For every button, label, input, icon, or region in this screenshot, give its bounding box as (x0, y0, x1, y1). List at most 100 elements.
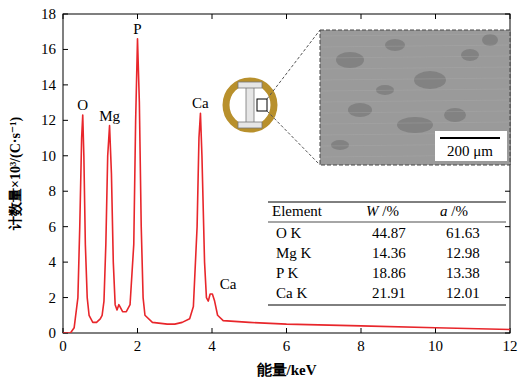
table-cell: 18.86 (372, 265, 406, 281)
x-tick-label: 4 (208, 338, 216, 354)
sample-ring (226, 81, 274, 129)
y-tick (63, 297, 68, 298)
y-tick (63, 191, 68, 192)
x-tick-top (286, 14, 287, 19)
y-tick-right (505, 226, 510, 227)
sem-texture (348, 103, 372, 117)
y-tick-right (505, 262, 510, 263)
table-rule (268, 305, 506, 306)
sample-spot (257, 99, 267, 111)
y-tick-label: 16 (41, 41, 57, 57)
table-cell: Ca K (276, 285, 307, 301)
y-tick-right (505, 14, 510, 15)
x-tick-label: 8 (357, 338, 365, 354)
peak-label: O (77, 97, 88, 113)
sem-texture (320, 78, 510, 80)
table-cell: 21.91 (372, 285, 406, 301)
sem-texture (320, 89, 510, 91)
y-tick-right (505, 297, 510, 298)
scale-bar (440, 137, 500, 139)
table-cell: 13.38 (446, 265, 480, 281)
sample-beam (246, 83, 254, 127)
x-tick-label: 12 (503, 338, 518, 354)
y-tick-label: 0 (49, 325, 57, 341)
sem-frame (320, 30, 510, 165)
y-tick (63, 84, 68, 85)
table-cell: 12.01 (446, 285, 480, 301)
x-axis-label: 能量/keV (257, 362, 317, 378)
peak-label: Ca (220, 276, 237, 292)
y-tick-label: 4 (49, 254, 57, 270)
x-tick-top (361, 14, 362, 19)
table-rule (268, 222, 506, 223)
sem-texture (320, 122, 510, 124)
sem-texture (336, 52, 364, 68)
table-header: a /% (440, 203, 468, 219)
sample-flange (238, 82, 262, 88)
table-cell: 12.98 (446, 245, 480, 261)
y-tick (63, 120, 68, 121)
y-tick (63, 262, 68, 263)
y-tick (63, 49, 68, 50)
x-tick-label: 10 (428, 338, 443, 354)
y-tick-label: 2 (49, 290, 57, 306)
y-tick (63, 226, 68, 227)
y-tick-label: 6 (49, 219, 57, 235)
sem-texture (320, 111, 510, 113)
table-cell: O K (276, 225, 302, 241)
x-tick-top (137, 14, 138, 19)
x-tick-label: 0 (59, 338, 67, 354)
sem-texture (444, 108, 466, 122)
sem-texture (320, 45, 510, 47)
table-header: W /% (366, 203, 399, 219)
table-cell: Mg K (276, 245, 312, 261)
x-tick-top (435, 14, 436, 19)
peak-label: Mg (99, 108, 120, 124)
x-tick-label: 6 (283, 338, 291, 354)
plot-frame (63, 14, 510, 333)
y-tick-label: 12 (41, 112, 56, 128)
y-tick-label: 8 (49, 183, 57, 199)
x-tick (286, 328, 287, 333)
table-cell: 61.63 (446, 225, 480, 241)
sem-texture (320, 100, 510, 102)
sem-texture (482, 34, 498, 46)
sem-texture (385, 39, 405, 51)
x-tick-top (212, 14, 213, 19)
sem-texture (414, 71, 446, 89)
x-tick (137, 328, 138, 333)
x-tick-top (63, 14, 64, 19)
table-header: Element (272, 203, 323, 219)
y-tick-label: 10 (41, 148, 56, 164)
table-cell: 14.36 (372, 245, 406, 261)
zoom-line (267, 111, 320, 165)
spectrum-line (63, 39, 510, 333)
x-tick (361, 328, 362, 333)
chart: 024681012024681012141618能量/keV计数量×10³/(C… (0, 0, 520, 385)
table-cell: 44.87 (372, 225, 406, 241)
sem-texture (461, 49, 479, 61)
y-tick (63, 14, 68, 15)
x-tick (435, 328, 436, 333)
peak-label: P (133, 21, 141, 37)
sem-image (320, 30, 510, 165)
peak-label: Ca (192, 95, 209, 111)
scale-bar-label: 200 μm (447, 143, 493, 159)
sample-flange (238, 122, 262, 128)
x-tick-label: 2 (134, 338, 142, 354)
sem-texture (320, 67, 510, 69)
y-tick-right (505, 191, 510, 192)
sem-texture (320, 34, 510, 36)
sem-texture (320, 56, 510, 58)
x-tick (212, 328, 213, 333)
table-cell: P K (276, 265, 299, 281)
sem-texture (331, 140, 349, 150)
x-tick-top (510, 14, 511, 19)
y-tick-right (505, 333, 510, 334)
scale-bar-box (435, 131, 507, 161)
sem-texture (397, 117, 433, 133)
y-tick-label: 18 (41, 6, 56, 22)
y-axis-label: 计数量×10³/(C·s⁻¹) (8, 117, 24, 232)
zoom-line (267, 30, 320, 99)
y-tick (63, 155, 68, 156)
